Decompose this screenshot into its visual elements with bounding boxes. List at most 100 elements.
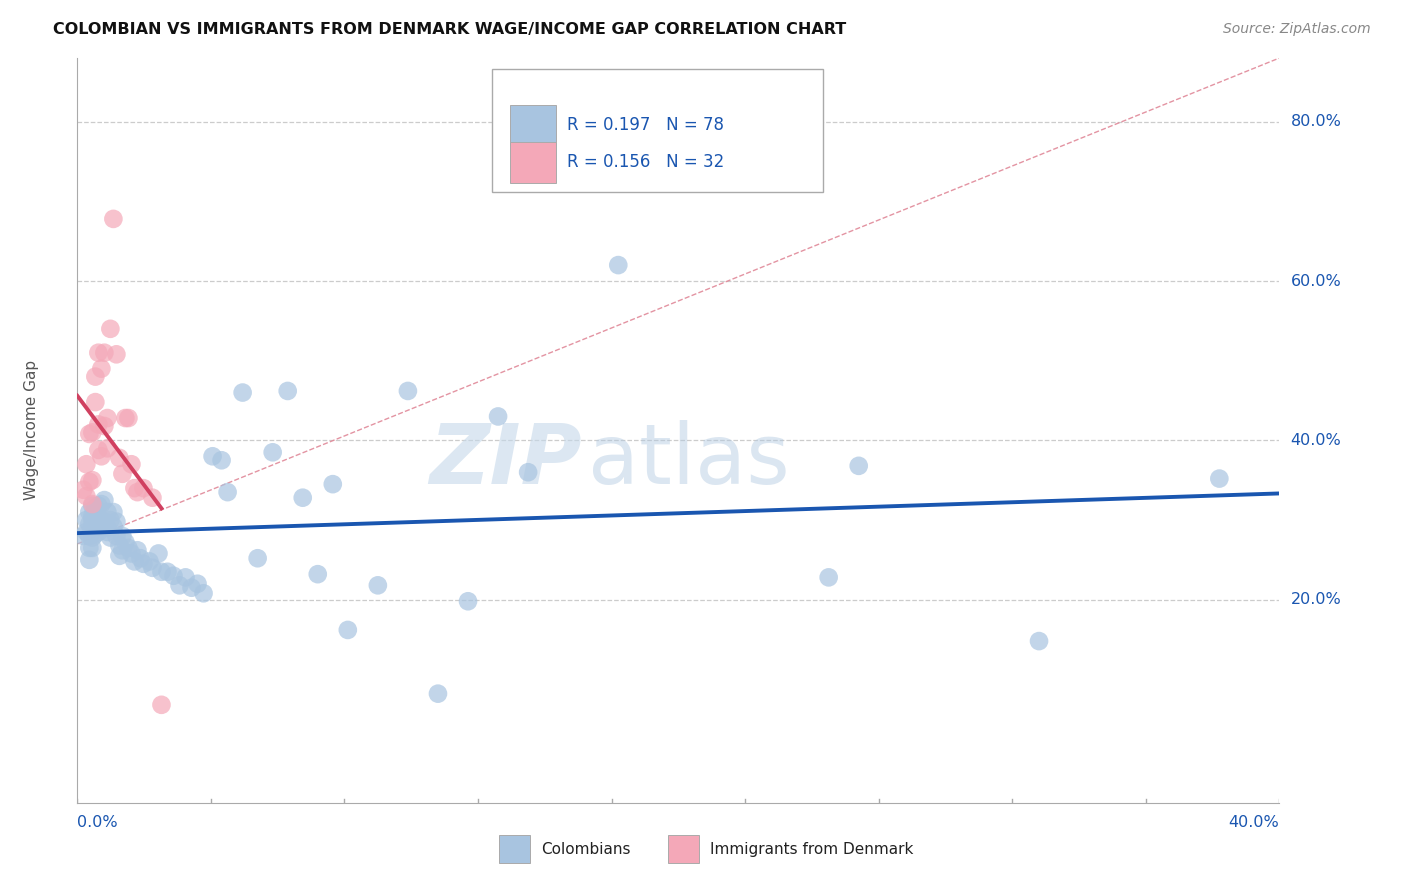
Point — [105, 515, 128, 529]
Text: 40.0%: 40.0% — [1229, 814, 1279, 830]
Point — [79, 427, 101, 442]
Point — [169, 578, 191, 592]
Point — [108, 539, 131, 553]
Point — [150, 565, 173, 579]
Point — [93, 419, 115, 434]
Point — [1028, 634, 1050, 648]
Point — [129, 551, 152, 566]
Point — [75, 524, 97, 539]
Point — [72, 529, 94, 543]
Point — [79, 529, 101, 543]
Point — [87, 499, 110, 513]
Point — [103, 519, 125, 533]
Point — [111, 529, 134, 543]
Text: R = 0.197   N = 78: R = 0.197 N = 78 — [567, 116, 724, 134]
Point — [607, 258, 630, 272]
Point — [114, 411, 136, 425]
Point — [82, 531, 104, 545]
Point — [84, 369, 107, 384]
Text: COLOMBIAN VS IMMIGRANTS FROM DENMARK WAGE/INCOME GAP CORRELATION CHART: COLOMBIAN VS IMMIGRANTS FROM DENMARK WAG… — [53, 22, 846, 37]
Point — [111, 467, 134, 481]
Point — [124, 481, 146, 495]
Point — [127, 543, 149, 558]
Point — [367, 578, 389, 592]
Point — [156, 565, 179, 579]
Point — [100, 513, 122, 527]
Point — [100, 322, 122, 336]
Point — [132, 557, 155, 571]
Point — [82, 509, 104, 524]
Point — [246, 551, 269, 566]
Point — [114, 535, 136, 549]
Text: 60.0%: 60.0% — [1291, 274, 1341, 288]
Point — [108, 450, 131, 465]
Point — [211, 453, 233, 467]
Point — [427, 687, 450, 701]
Point — [100, 531, 122, 545]
Point — [82, 497, 104, 511]
Point — [90, 450, 112, 464]
Point — [93, 345, 115, 359]
Point — [84, 501, 107, 516]
Point — [87, 417, 110, 432]
Point — [486, 409, 509, 424]
Point — [96, 411, 118, 425]
Point — [201, 450, 224, 464]
Point — [186, 576, 209, 591]
Point — [79, 516, 101, 531]
Text: Colombians: Colombians — [541, 842, 631, 856]
Point — [336, 623, 359, 637]
Point — [517, 465, 540, 479]
Point — [262, 445, 284, 459]
Point — [72, 483, 94, 497]
Point — [103, 211, 125, 226]
Point — [117, 411, 139, 425]
Point — [174, 570, 197, 584]
Point — [148, 546, 170, 560]
Point — [193, 586, 215, 600]
Text: 80.0%: 80.0% — [1291, 114, 1341, 129]
Point — [82, 541, 104, 555]
Point — [120, 457, 142, 471]
Point — [79, 505, 101, 519]
Point — [82, 524, 104, 539]
Bar — [510, 104, 555, 145]
Point — [75, 513, 97, 527]
Point — [84, 515, 107, 529]
Point — [138, 554, 160, 568]
Text: Immigrants from Denmark: Immigrants from Denmark — [710, 842, 914, 856]
Point — [84, 527, 107, 541]
Point — [96, 524, 118, 539]
Point — [120, 546, 142, 560]
Point — [90, 361, 112, 376]
Point — [82, 519, 104, 533]
Point — [84, 395, 107, 409]
Text: Source: ZipAtlas.com: Source: ZipAtlas.com — [1223, 22, 1371, 37]
Point — [79, 541, 101, 555]
Point — [141, 491, 163, 505]
Point — [96, 505, 118, 519]
Point — [132, 481, 155, 495]
Point — [82, 425, 104, 440]
Point — [817, 570, 839, 584]
Point — [96, 521, 118, 535]
Point — [150, 698, 173, 712]
Point — [87, 442, 110, 457]
Point — [108, 549, 131, 563]
Point — [396, 384, 419, 398]
Point — [217, 485, 239, 500]
FancyBboxPatch shape — [492, 70, 823, 192]
Point — [291, 491, 314, 505]
Point — [322, 477, 344, 491]
Bar — [510, 142, 555, 183]
Point — [75, 457, 97, 471]
Point — [87, 513, 110, 527]
Point — [162, 568, 184, 582]
Text: Wage/Income Gap: Wage/Income Gap — [24, 360, 39, 500]
Point — [79, 475, 101, 489]
Text: R = 0.156   N = 32: R = 0.156 N = 32 — [567, 153, 724, 171]
Point — [180, 581, 202, 595]
Text: 0.0%: 0.0% — [77, 814, 118, 830]
Point — [93, 515, 115, 529]
Point — [90, 497, 112, 511]
